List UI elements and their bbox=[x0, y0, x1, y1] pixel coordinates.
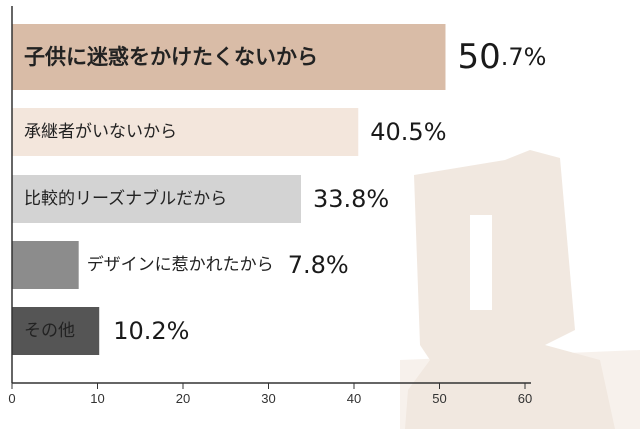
bar-2 bbox=[12, 175, 301, 223]
value-label-3: 7.8% bbox=[288, 251, 349, 279]
x-tick-label-6: 60 bbox=[518, 391, 532, 406]
x-tick-label-5: 50 bbox=[432, 391, 446, 406]
x-tick-label-3: 30 bbox=[261, 391, 275, 406]
category-label-2: 比較的リーズナブルだから bbox=[24, 188, 227, 209]
x-tick-label-4: 40 bbox=[347, 391, 361, 406]
x-tick-label-1: 10 bbox=[90, 391, 104, 406]
category-label-4: その他 bbox=[24, 321, 75, 341]
bar-4 bbox=[12, 307, 100, 355]
category-label-0: 子供に迷惑をかけたくないから bbox=[24, 45, 318, 69]
value-label-0: 50.7% bbox=[457, 37, 546, 77]
value-label-2: 33.8% bbox=[313, 185, 389, 213]
x-tick-label-0: 0 bbox=[8, 391, 15, 406]
tombstone-decoration bbox=[400, 150, 640, 429]
bar-1 bbox=[12, 108, 359, 156]
category-label-1: 承継者がいないから bbox=[24, 122, 177, 142]
value-label-1: 40.5% bbox=[370, 118, 446, 146]
value-label-4: 10.2% bbox=[113, 317, 189, 345]
x-tick-label-2: 20 bbox=[176, 391, 190, 406]
bar-0 bbox=[12, 24, 446, 90]
bar-3 bbox=[12, 241, 79, 289]
category-label-3: デザインに惹かれたから bbox=[87, 254, 274, 275]
